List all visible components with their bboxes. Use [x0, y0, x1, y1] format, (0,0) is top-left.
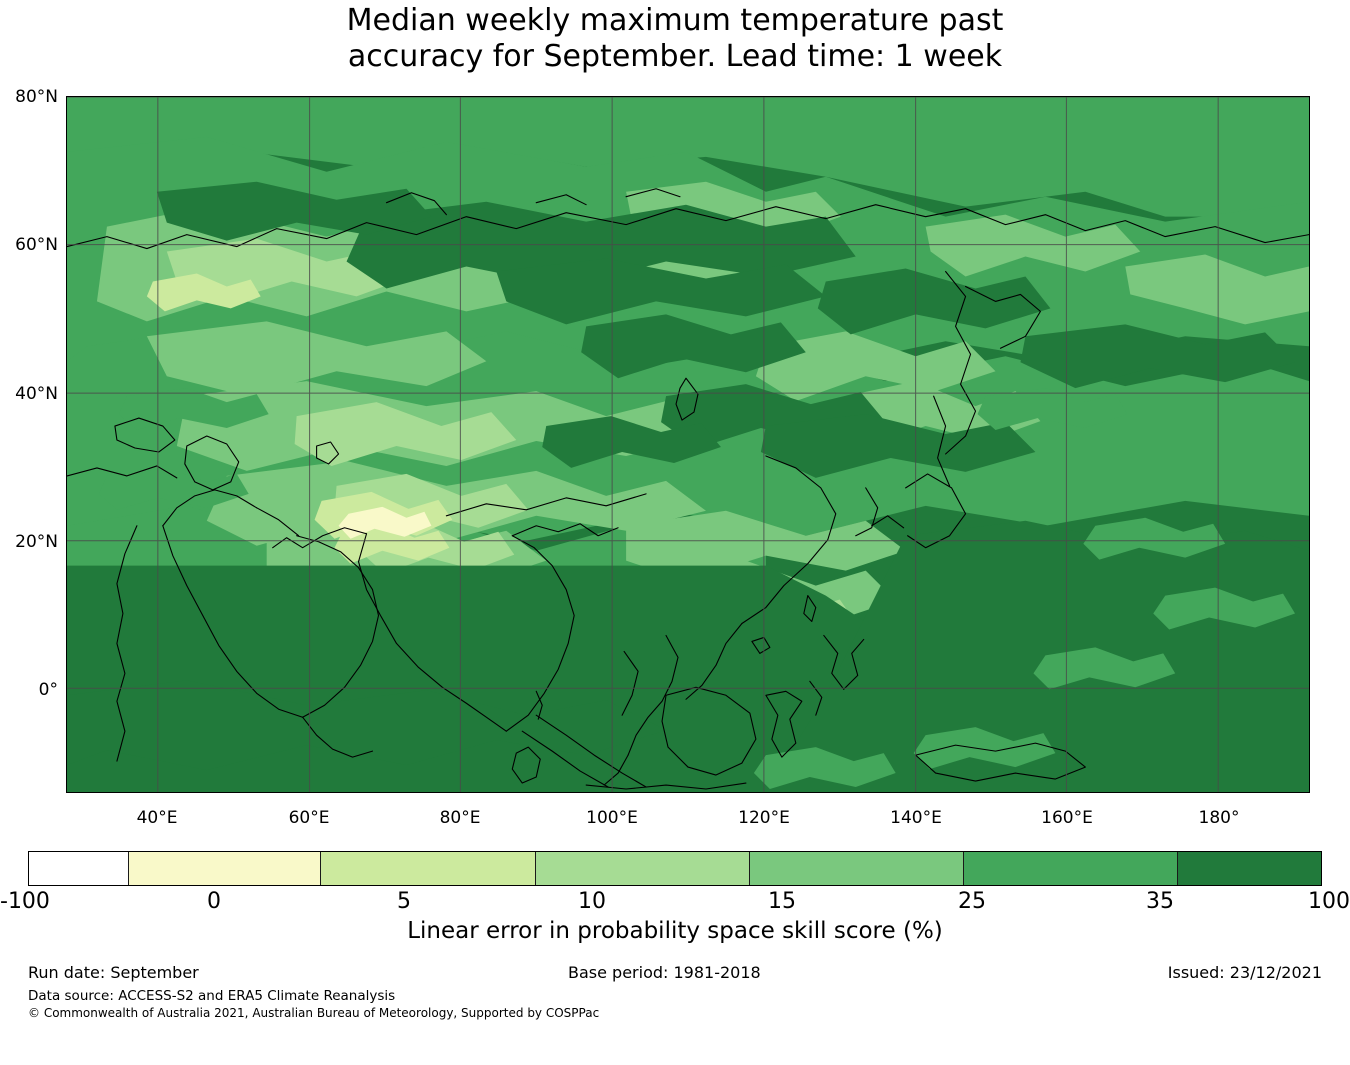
xtick-label: 100°E — [586, 808, 638, 828]
colorbar-tick: 0 — [207, 889, 221, 914]
colorbar-tick: -100 — [0, 889, 50, 914]
colorbar-tick: 25 — [958, 889, 986, 914]
xtick-label: 160°E — [1041, 808, 1093, 828]
ytick-label: 40°N — [15, 384, 58, 404]
ytick-label: 80°N — [15, 87, 58, 107]
page-title: Median weekly maximum temperature past a… — [346, 3, 1004, 74]
data-source-text: Data source: ACCESS-S2 and ERA5 Climate … — [28, 988, 396, 1004]
xtick-label: 120°E — [738, 808, 790, 828]
ytick-label: 20°N — [15, 532, 58, 552]
colorbar-segment-2 — [321, 852, 536, 885]
copyright-text: © Commonwealth of Australia 2021, Austra… — [28, 1006, 600, 1020]
xtick-label: 60°E — [288, 808, 330, 828]
issued-date-text: Issued: 23/12/2021 — [1167, 963, 1322, 982]
xtick-label: 180° — [1198, 808, 1240, 828]
xtick-label: 140°E — [890, 808, 942, 828]
colorbar-tick: 100 — [1308, 889, 1350, 914]
colorbar-segment-3 — [536, 852, 750, 885]
colorbar-label: Linear error in probability space skill … — [407, 918, 943, 944]
ytick-label: 0° — [38, 680, 58, 700]
run-date-text: Run date: September — [28, 963, 199, 982]
map-raster — [67, 97, 1309, 792]
colorbar-tick: 10 — [578, 889, 606, 914]
colorbar — [28, 851, 1322, 886]
xtick-label: 40°E — [136, 808, 178, 828]
colorbar-segment-1 — [129, 852, 321, 885]
base-period-text: Base period: 1981-2018 — [568, 963, 761, 982]
map-plot-area — [66, 96, 1310, 793]
colorbar-segment-0 — [29, 852, 129, 885]
ytick-label: 60°N — [15, 235, 58, 255]
colorbar-tick: 35 — [1146, 889, 1174, 914]
colorbar-tick: 5 — [397, 889, 411, 914]
colorbar-segment-4 — [750, 852, 964, 885]
colorbar-tick: 15 — [768, 889, 796, 914]
colorbar-segment-5 — [964, 852, 1178, 885]
xtick-label: 80°E — [439, 808, 481, 828]
colorbar-segment-6 — [1178, 852, 1321, 885]
